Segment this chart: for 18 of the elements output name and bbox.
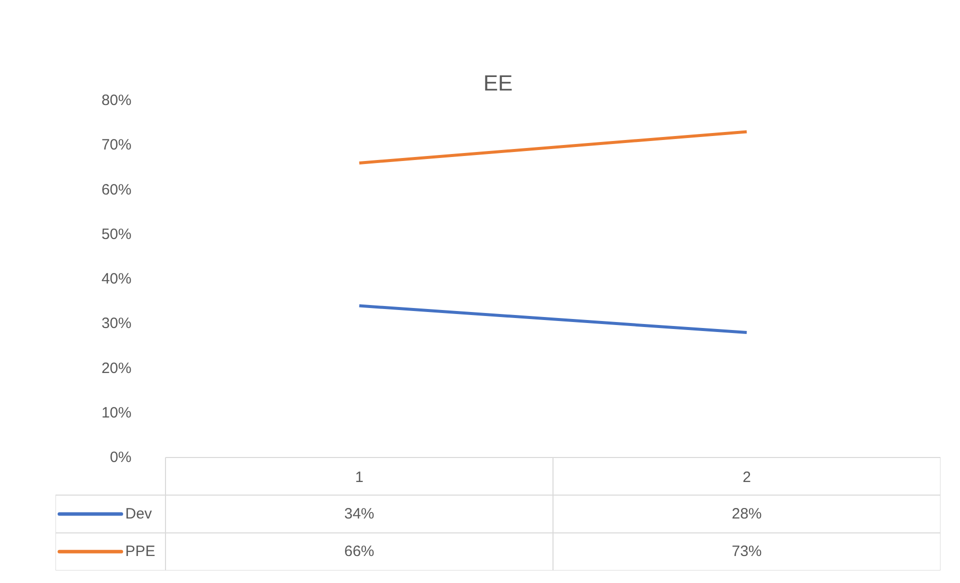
data-label: 66% [344,543,374,560]
x-tick-label: 2 [742,468,751,486]
y-tick-label: 50% [101,226,132,243]
y-tick-label: 20% [101,360,132,377]
y-tick-label: 40% [101,270,132,288]
x-tick-label: 1 [355,468,364,486]
y-tick-label: 0% [110,449,132,466]
y-tick-label: 30% [101,315,132,332]
y-tick-label: 70% [101,136,132,154]
legend-label: PPE [125,543,156,560]
y-tick-label: 60% [101,181,132,198]
data-label: 73% [732,543,762,560]
y-tick-label: 10% [101,404,132,422]
data-label: 34% [344,506,374,522]
data-label: 28% [732,506,762,522]
chart-title: EE [483,70,513,96]
legend-label: Dev [125,506,152,522]
y-tick-label: 80% [101,92,132,109]
